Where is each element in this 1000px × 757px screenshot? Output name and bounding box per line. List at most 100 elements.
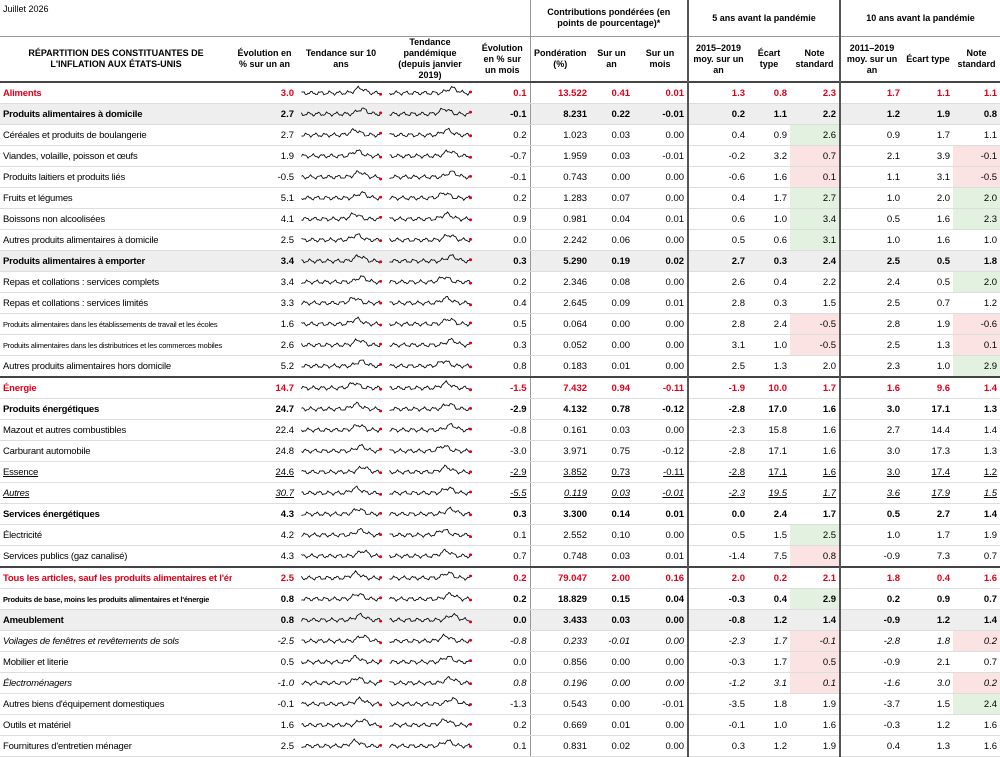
table-row: Autres biens d'équipement domestiques -0.…	[0, 693, 1000, 715]
value-cell: 1.959	[529, 145, 591, 167]
value-cell: 0.00	[590, 672, 634, 694]
value-cell: 2.7	[687, 250, 749, 272]
sparkline-dot	[379, 155, 383, 159]
sparkline	[301, 465, 383, 475]
value-cell: 1.8	[839, 566, 904, 589]
sparkline-line	[301, 527, 381, 539]
sparkline	[301, 359, 383, 369]
sparkline	[389, 380, 473, 392]
trend-cell	[385, 524, 475, 546]
value-cell: 0.0	[475, 609, 531, 631]
sparkline-line	[389, 464, 471, 475]
value-cell: -0.1	[790, 630, 841, 652]
value-cell: 0.8	[953, 103, 1000, 125]
value-cell: 30.7	[232, 482, 297, 504]
value-cell: 0.00	[633, 651, 689, 673]
value-cell: 14.7	[232, 376, 297, 399]
sparkline	[301, 233, 383, 243]
sparkline-line	[389, 337, 471, 348]
trend-cell	[297, 482, 385, 504]
row-label: Électroménagers	[0, 672, 232, 694]
trend-cell	[297, 250, 385, 272]
sparkline	[389, 655, 473, 665]
value-cell: -5.5	[475, 482, 531, 504]
value-cell: 0.6	[687, 208, 749, 230]
value-cell: 0.15	[590, 588, 634, 610]
value-cell: 0.4	[839, 735, 904, 757]
trend-cell	[385, 461, 475, 483]
value-cell: 2.4	[839, 271, 904, 293]
table-row: Mobilier et literie 0.5 0.0 0.856 0.00 0.00 -0…	[0, 651, 1000, 673]
value-cell: 0.8	[232, 588, 297, 610]
value-cell: 2.1	[790, 566, 841, 589]
sparkline-line	[301, 254, 381, 265]
value-cell: -0.5	[953, 166, 1000, 188]
value-cell: 4.132	[529, 398, 591, 420]
row-label: Fruits et légumes	[0, 187, 232, 209]
value-cell: -0.12	[633, 440, 689, 462]
trend-cell	[385, 630, 475, 652]
sparkline-line	[301, 401, 381, 412]
sparkline-line	[389, 360, 471, 369]
sparkline	[301, 297, 383, 307]
value-cell: 1.5	[953, 482, 1000, 504]
value-cell: 0.2	[953, 672, 1000, 694]
value-cell: 2.5	[839, 250, 904, 272]
value-cell: 1.7	[790, 482, 841, 504]
value-cell: 22.4	[232, 419, 297, 441]
sparkline-line	[389, 85, 471, 96]
table-row: Outils et matériel 1.6 0.2 0.669 0.01 0.00 -0.…	[0, 714, 1000, 736]
sparkline	[301, 401, 383, 413]
value-cell: 0.00	[633, 672, 689, 694]
trend-cell	[385, 145, 475, 167]
value-cell: 1.3	[687, 81, 749, 104]
value-cell: 0.0	[475, 651, 531, 673]
value-cell: -0.5	[232, 166, 297, 188]
sparkline-dot	[379, 280, 383, 283]
value-cell: 2.5	[232, 566, 297, 589]
trend-cell	[385, 714, 475, 736]
value-cell: 0.743	[529, 166, 591, 188]
value-cell: 3.9	[903, 145, 954, 167]
value-cell: 2.7	[790, 187, 841, 209]
value-cell: 0.1	[475, 735, 531, 757]
sparkline	[301, 527, 383, 539]
sparkline-line	[389, 127, 471, 138]
sparkline	[301, 316, 383, 327]
row-label: Boissons non alcoolisées	[0, 208, 232, 230]
column-header: Pondération (%)	[529, 36, 591, 82]
value-cell: 17.3	[903, 440, 954, 462]
column-header: Évolution en % sur un an	[237, 48, 292, 69]
value-cell: 0.78	[590, 398, 634, 420]
sparkline-dot	[379, 471, 383, 475]
sparkline-dot	[468, 490, 473, 494]
sparkline-line	[389, 571, 471, 582]
value-cell: 0.00	[633, 355, 689, 378]
value-cell: 0.00	[590, 334, 634, 356]
column-header: Écart type	[906, 53, 950, 64]
value-cell: 1.2	[953, 292, 1000, 314]
value-cell: -1.6	[839, 672, 904, 694]
value-cell: 0.02	[633, 250, 689, 272]
trend-cell	[385, 503, 475, 525]
value-cell: 1.0	[903, 355, 954, 378]
column-header-row: RÉPARTITION DES CONSTITUANTES DE L'INFLA…	[0, 36, 1000, 82]
value-cell: 1.0	[953, 229, 1000, 251]
sparkline-dot	[468, 175, 473, 178]
value-cell: -3.5	[687, 693, 749, 715]
value-cell: 1.6	[903, 208, 954, 230]
sparkline	[301, 85, 383, 96]
value-cell: 7.5	[748, 545, 791, 568]
value-cell: 0.1	[953, 334, 1000, 356]
value-cell: 0.3	[475, 250, 531, 272]
value-cell: 0.03	[590, 609, 634, 631]
value-cell: 1.1	[839, 166, 904, 188]
sparkline	[301, 275, 383, 286]
sparkline-dot	[379, 493, 383, 496]
value-cell: 0.0	[475, 229, 531, 251]
value-cell: -1.9	[687, 376, 749, 399]
sparkline-line	[300, 382, 381, 391]
value-cell: 1.0	[839, 229, 904, 251]
